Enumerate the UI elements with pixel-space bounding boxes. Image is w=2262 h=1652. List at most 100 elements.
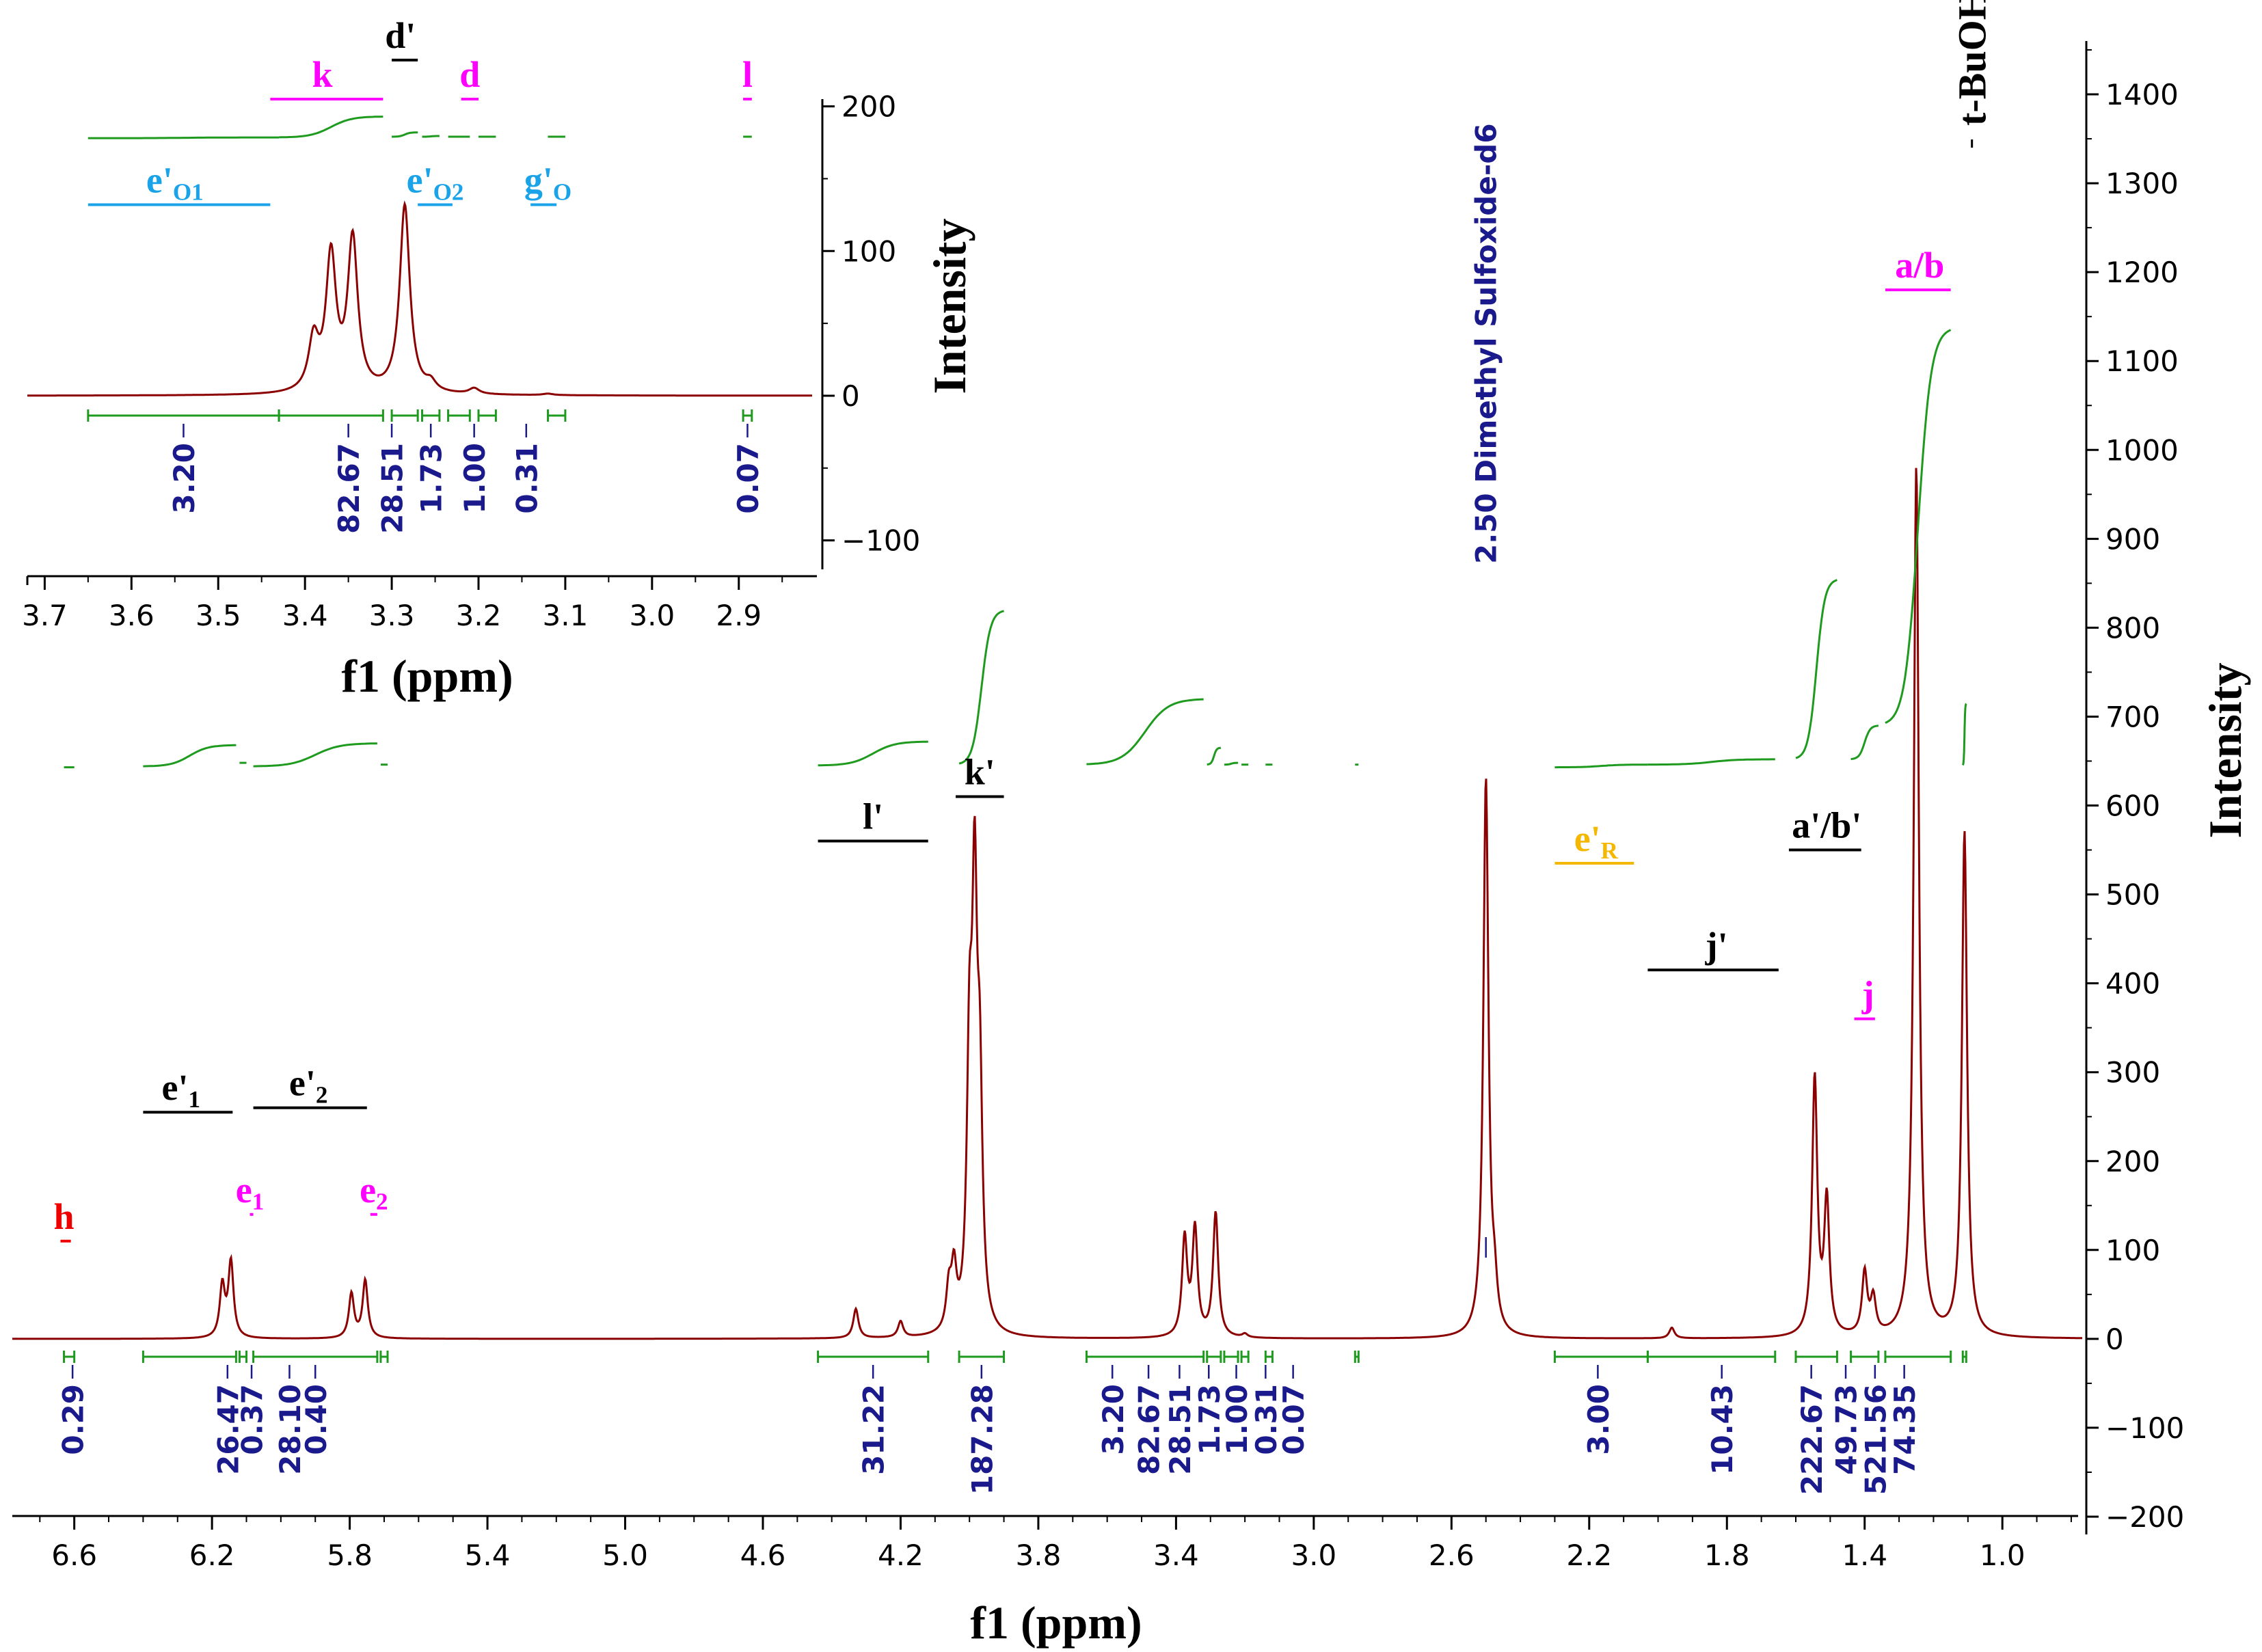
main-integral-curve	[253, 742, 377, 768]
inset-integral-value: 1.00	[458, 443, 492, 514]
main-x-tick-label: 1.8	[1704, 1539, 1750, 1572]
main-assignment-label: e'2	[289, 1063, 328, 1109]
main-x-tick-label: 3.4	[1153, 1539, 1199, 1572]
inset-x-tick-label: 3.4	[282, 599, 328, 632]
main-y-tick-label: 1200	[2105, 256, 2179, 289]
main-y-tick-label: −200	[2105, 1500, 2184, 1534]
main-integral-value: 1.73	[1193, 1384, 1226, 1455]
main-assignment-label: l'	[863, 796, 883, 837]
inset-assignment-label: d	[459, 54, 480, 95]
main-integral-value: 10.43	[1706, 1384, 1739, 1475]
main-x-tick-label: 5.0	[602, 1539, 648, 1572]
inset-x-tick-label: 3.3	[369, 599, 415, 632]
main-y-tick-label: 500	[2105, 878, 2160, 912]
main-integral-value: 74.35	[1888, 1384, 1922, 1475]
main-assignment-label: a/b	[1895, 245, 1944, 286]
main-x-tick-label: 1.4	[1842, 1539, 1887, 1572]
inset-x-tick-label: 3.6	[109, 599, 154, 632]
main-integral-value: 1.00	[1220, 1384, 1254, 1455]
inset-x-tick-label: 2.9	[716, 599, 762, 632]
main-integral-curve	[1850, 725, 1879, 761]
main-integral-value: 3.00	[1582, 1384, 1615, 1455]
main-integral-value: 0.29	[57, 1384, 90, 1455]
main-integral-curve	[958, 610, 1004, 765]
main-y-tick-label: 300	[2105, 1056, 2160, 1089]
main-x-tick-label: 2.2	[1566, 1539, 1612, 1572]
inset-integral-curve	[392, 131, 418, 138]
main-y-tick-label: 1300	[2105, 167, 2179, 200]
inset-assignment-label: e'O1	[146, 160, 204, 206]
axis-label-layer: f1 (ppm) Intensity f1 (ppm) Intensity	[341, 219, 2251, 1649]
main-peak-pick-label: 2.50 Dimethyl Sulfoxide-d6	[1470, 123, 1503, 564]
inset-y-tick-label: 100	[841, 234, 896, 268]
main-assignment-label: k'	[965, 752, 995, 793]
main-y-tick-label: 100	[2105, 1234, 2160, 1267]
main-y-axis-label: Intensity	[2199, 663, 2251, 839]
main-y-tick-label: 600	[2105, 789, 2160, 823]
main-integral-curve	[1086, 698, 1204, 766]
inset-assignment-label: g'O	[524, 160, 571, 206]
main-integral-curve	[1961, 703, 1967, 766]
inset-integral-value: 82.67	[332, 443, 366, 534]
main-assignment-label: j'	[1705, 925, 1728, 966]
main-integral-value: 0.07	[1277, 1384, 1310, 1455]
inset-assignment-label: k	[312, 54, 333, 95]
inset-y-tick-label: −100	[841, 524, 920, 558]
main-x-axis-label: f1 (ppm)	[970, 1597, 1142, 1649]
inset-x-tick-label: 3.2	[456, 599, 502, 632]
main-x-tick-label: 6.2	[189, 1539, 235, 1572]
main-assignment-label: e1	[236, 1169, 265, 1215]
main-integral-value: 82.67	[1133, 1384, 1166, 1475]
main-integral-value: 3.20	[1096, 1384, 1130, 1455]
main-y-tick-label: 700	[2105, 700, 2160, 733]
main-assignment-label: e'R	[1574, 818, 1619, 864]
inset-x-axis-label: f1 (ppm)	[341, 650, 513, 702]
main-x-tick-label: 1.0	[1980, 1539, 2025, 1572]
inset-integral-value: 1.73	[415, 443, 448, 514]
inset-integral-value: 28.51	[376, 443, 409, 534]
inset-integral-value: 0.07	[731, 443, 765, 514]
main-integral-curve	[818, 740, 928, 767]
main-spectrum-trace	[12, 468, 2082, 1340]
main-x-tick-label: 4.2	[878, 1539, 924, 1572]
main-assignment-label: e2	[360, 1169, 388, 1215]
main-integral-curve	[1795, 579, 1837, 759]
inset-x-tick-label: 3.5	[196, 599, 241, 632]
main-integral-curve	[1224, 761, 1239, 766]
main-x-tick-label: 5.4	[465, 1539, 511, 1572]
main-y-tick-label: 1400	[2105, 78, 2179, 111]
main-integral-curve	[1647, 758, 1775, 766]
main-x-tick-label: 5.8	[327, 1539, 373, 1572]
main-assignment-label: j	[1861, 974, 1874, 1015]
main-integral-value: 26.47	[211, 1384, 245, 1475]
main-assignment-label: h	[54, 1196, 75, 1237]
inset-integral-value: 3.20	[167, 443, 201, 514]
main-integral-curve	[1207, 746, 1222, 766]
main-x-tick-label: 2.6	[1429, 1539, 1475, 1572]
main-spectrum-panel: 6.6 6.2 5.8 5.4 5.0 4.6 4.2 3.8 3.4 3.0 2.6 2.2 1.8 1…	[12, 0, 2184, 1572]
main-x-tick-label: 6.6	[51, 1539, 97, 1572]
main-y-tick-label: 200	[2105, 1145, 2160, 1178]
inset-integral-curve	[87, 136, 280, 139]
main-integral-value: 0.37	[236, 1384, 269, 1455]
inset-assignment-label: e'O2	[407, 160, 464, 206]
main-integral-value: 521.56	[1859, 1384, 1892, 1495]
main-integral-value: 28.10	[273, 1384, 307, 1475]
inset-assignment-label: l	[742, 54, 753, 95]
main-y-tick-label: 1000	[2105, 433, 2179, 467]
main-x-tick-label: 3.8	[1016, 1539, 1062, 1572]
main-integral-curve	[1554, 763, 1648, 769]
main-integral-value: 0.40	[299, 1384, 333, 1455]
main-integral-value: 187.28	[965, 1384, 999, 1495]
main-y-tick-label: 800	[2105, 611, 2160, 645]
main-x-tick-label: 3.0	[1291, 1539, 1336, 1572]
main-y-tick-label: 900	[2105, 522, 2160, 556]
inset-assignment-label: d'	[385, 15, 416, 56]
inset-y-axis-label: Intensity	[924, 219, 975, 394]
main-integral-value: 222.67	[1795, 1384, 1829, 1495]
main-assignment-label: a'/b'	[1792, 805, 1861, 846]
inset-integral-value: 0.31	[510, 443, 543, 514]
inset-integral-curve	[279, 116, 383, 139]
main-x-tick-label: 4.6	[740, 1539, 786, 1572]
